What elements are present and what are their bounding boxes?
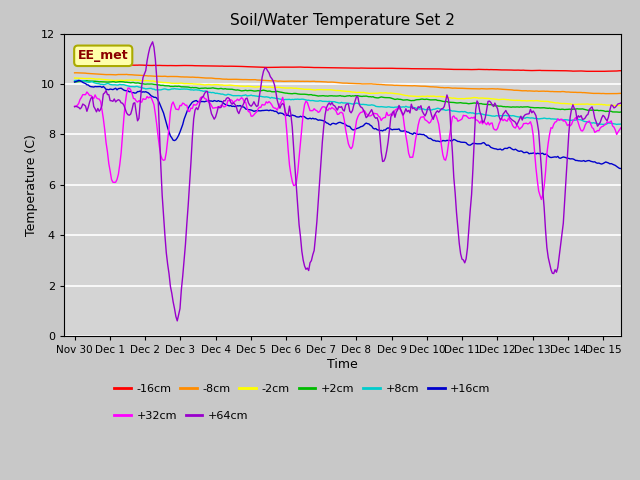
+2cm	[617, 109, 625, 115]
+16cm	[75, 78, 83, 84]
-16cm	[138, 62, 145, 68]
+8cm	[74, 78, 81, 84]
+16cm	[416, 131, 424, 137]
-16cm	[87, 55, 95, 61]
-16cm	[289, 64, 296, 70]
+32cm	[617, 125, 625, 131]
+8cm	[71, 78, 79, 84]
+64cm	[173, 318, 181, 324]
Line: -16cm: -16cm	[75, 58, 621, 72]
+16cm	[617, 166, 625, 171]
Text: EE_met: EE_met	[78, 49, 129, 62]
+2cm	[416, 96, 424, 102]
+64cm	[136, 99, 144, 105]
Title: Soil/Water Temperature Set 2: Soil/Water Temperature Set 2	[230, 13, 455, 28]
-8cm	[138, 72, 145, 78]
-8cm	[250, 77, 258, 83]
+8cm	[613, 121, 621, 127]
+8cm	[467, 110, 474, 116]
Y-axis label: Temperature (C): Temperature (C)	[25, 134, 38, 236]
-2cm	[617, 103, 625, 108]
+32cm	[416, 117, 424, 122]
+32cm	[538, 197, 545, 203]
+2cm	[469, 100, 477, 106]
Legend: +32cm, +64cm: +32cm, +64cm	[114, 411, 248, 421]
-16cm	[250, 64, 258, 70]
+2cm	[250, 88, 258, 94]
+16cm	[138, 89, 145, 95]
+32cm	[124, 85, 132, 91]
+64cm	[290, 145, 298, 151]
+32cm	[289, 179, 296, 184]
+64cm	[468, 192, 476, 197]
-8cm	[71, 70, 79, 76]
+8cm	[250, 93, 258, 98]
+2cm	[616, 109, 623, 115]
+16cm	[71, 79, 79, 85]
-8cm	[617, 90, 625, 96]
+16cm	[250, 108, 258, 114]
+2cm	[289, 91, 296, 96]
+32cm	[467, 116, 474, 121]
+64cm	[71, 104, 79, 109]
+8cm	[416, 106, 424, 112]
Line: +8cm: +8cm	[75, 81, 621, 124]
+32cm	[138, 99, 145, 105]
-2cm	[136, 78, 144, 84]
+8cm	[138, 84, 145, 90]
-16cm	[416, 66, 424, 72]
-2cm	[465, 96, 473, 101]
-2cm	[468, 95, 476, 101]
+32cm	[469, 115, 477, 121]
+16cm	[469, 140, 477, 146]
-2cm	[287, 85, 294, 91]
-16cm	[592, 69, 600, 74]
+8cm	[289, 96, 296, 102]
Line: +64cm: +64cm	[75, 42, 621, 321]
-8cm	[469, 86, 477, 92]
+8cm	[617, 121, 625, 127]
+32cm	[250, 112, 258, 118]
Line: +2cm: +2cm	[75, 81, 621, 112]
-16cm	[71, 59, 79, 65]
+16cm	[467, 142, 474, 148]
Line: -8cm: -8cm	[75, 73, 621, 94]
-8cm	[606, 91, 614, 96]
+64cm	[148, 39, 156, 45]
-2cm	[414, 94, 422, 99]
-8cm	[416, 83, 424, 89]
-8cm	[72, 70, 80, 76]
Line: +32cm: +32cm	[75, 88, 621, 200]
+64cm	[417, 103, 425, 108]
-2cm	[249, 84, 257, 90]
-8cm	[289, 78, 296, 84]
+2cm	[138, 81, 145, 86]
+8cm	[469, 110, 477, 116]
-2cm	[71, 75, 79, 81]
+64cm	[470, 135, 478, 141]
+16cm	[289, 112, 296, 118]
+64cm	[252, 102, 259, 108]
-16cm	[617, 68, 625, 73]
Line: -2cm: -2cm	[75, 78, 621, 106]
+2cm	[71, 79, 79, 85]
+32cm	[71, 103, 79, 109]
-8cm	[467, 86, 474, 92]
Line: +16cm: +16cm	[75, 81, 621, 168]
+2cm	[83, 78, 91, 84]
-16cm	[469, 67, 477, 72]
-2cm	[613, 103, 621, 108]
+2cm	[467, 101, 474, 107]
X-axis label: Time: Time	[327, 358, 358, 371]
+64cm	[617, 100, 625, 106]
-16cm	[467, 67, 474, 72]
